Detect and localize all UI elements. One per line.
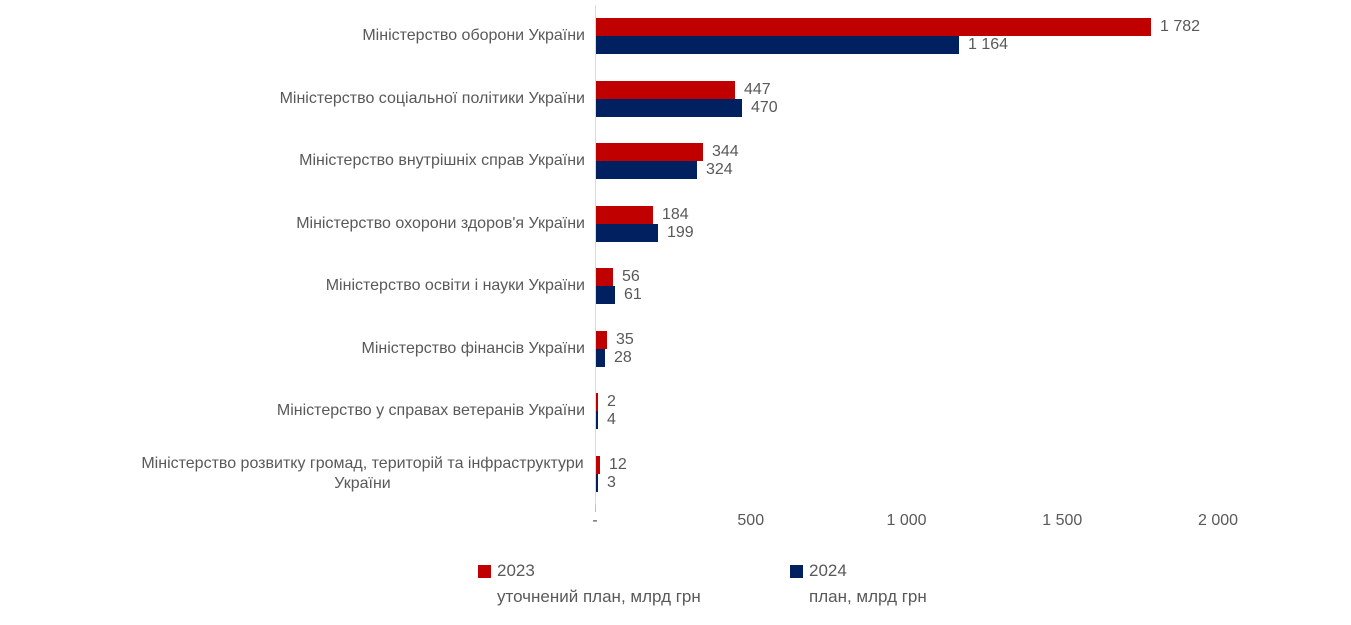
bar-2023 (596, 455, 600, 474)
bar-value-label: 35 (616, 330, 634, 348)
category-label: Міністерство освіти і науки України (325, 277, 585, 295)
chart-row: Міністерство оборони України 1 782 1 164 (0, 5, 1351, 68)
bar-group: 447 470 (596, 80, 778, 117)
chart-row: Міністерство освіти і науки України 56 61 (0, 255, 1351, 318)
bar-value-label: 1 782 (1160, 18, 1201, 36)
bar-2024 (596, 348, 605, 367)
bar-line-2023: 2 (596, 393, 616, 412)
bar-group: 1 782 1 164 (596, 18, 1201, 55)
chart-row: Міністерство розвитку громад, територій … (0, 443, 1351, 506)
bar-2024 (596, 473, 598, 492)
bar-line-2024: 470 (596, 98, 778, 117)
chart-row: Міністерство охорони здоров'я України 184… (0, 193, 1351, 256)
x-tick-label: - (592, 512, 598, 529)
bar-group: 35 28 (596, 330, 634, 367)
bar-2023 (596, 205, 653, 224)
bar-value-label: 3 (607, 473, 616, 491)
legend-line1: 2023 (478, 558, 701, 584)
bar-line-2024: 1 164 (596, 36, 1200, 55)
bar-line-2023: 344 (596, 143, 739, 162)
bar-line-2023: 56 (596, 268, 642, 287)
bar-line-2023: 1 782 (596, 18, 1201, 37)
legend-series-name: 2024 (809, 561, 847, 580)
category-label: Міністерство соціальної політики України (279, 89, 585, 107)
bar-value-label: 199 (667, 223, 694, 241)
bar-line-2024: 199 (596, 223, 694, 242)
category-axis-line (595, 5, 596, 506)
bar-line-2024: 3 (596, 473, 627, 492)
legend-swatch-2024 (790, 564, 803, 578)
bar-value-label: 2 (607, 393, 616, 411)
category-label: Міністерство оборони України (362, 27, 585, 45)
chart-row: Міністерство соціальної політики України… (0, 68, 1351, 131)
bar-value-label: 324 (706, 161, 733, 179)
bar-line-2023: 184 (596, 205, 694, 224)
category-label: Міністерство охорони здоров'я України (296, 214, 585, 232)
x-tick-label: 1 500 (1042, 512, 1083, 529)
legend-item-2024: 2024 план, млрд грн (790, 558, 927, 610)
bar-2023 (596, 80, 735, 99)
bar-value-label: 28 (614, 348, 632, 366)
bar-line-2024: 324 (596, 161, 739, 180)
bar-line-2023: 35 (596, 330, 634, 349)
bar-2024 (596, 161, 697, 180)
bar-value-label: 1 164 (968, 36, 1009, 54)
bar-line-2023: 447 (596, 80, 778, 99)
legend-item-2023: 2023 уточнений план, млрд грн (478, 558, 701, 610)
bar-2024 (596, 223, 658, 242)
legend-series-subtitle: план, млрд грн (809, 587, 927, 606)
bar-value-label: 447 (744, 80, 771, 98)
bar-2023 (596, 330, 607, 349)
x-tick-label: 2 000 (1197, 512, 1239, 529)
legend-series-name: 2023 (497, 561, 535, 580)
bar-value-label: 12 (609, 455, 627, 473)
bar-value-label: 61 (624, 286, 642, 304)
legend-swatch-2023 (478, 564, 491, 578)
category-label: Міністерство у справах ветеранів України (276, 402, 585, 420)
x-tick-label: 1 000 (886, 512, 927, 529)
category-label: Міністерство внутрішніх справ України (299, 152, 585, 170)
bar-2024 (596, 411, 598, 430)
bar-line-2024: 61 (596, 286, 642, 305)
chart-row: Міністерство фінансів України 35 28 (0, 318, 1351, 381)
bar-group: 12 3 (596, 455, 627, 492)
bar-2023 (596, 18, 1151, 37)
bar-line-2024: 4 (596, 411, 616, 430)
bar-2024 (596, 98, 742, 117)
bar-2023 (596, 143, 703, 162)
bar-2024 (596, 286, 615, 305)
bar-value-label: 344 (712, 143, 739, 161)
bar-line-2023: 12 (596, 455, 627, 474)
bar-2023 (596, 268, 613, 287)
bar-2024 (596, 36, 959, 55)
bar-value-label: 470 (751, 98, 778, 116)
bar-value-label: 4 (607, 411, 616, 429)
x-tick-label: 500 (737, 512, 765, 529)
bar-value-label: 184 (662, 205, 689, 223)
axis-tick-mark (595, 505, 596, 512)
chart-row: Міністерство у справах ветеранів України… (0, 380, 1351, 443)
legend-line1: 2024 (790, 558, 927, 584)
bar-group: 184 199 (596, 205, 694, 242)
bar-value-label: 56 (622, 268, 640, 286)
bar-2023 (596, 393, 598, 412)
category-label: Міністерство фінансів України (361, 339, 585, 357)
bar-line-2024: 28 (596, 348, 634, 367)
bar-group: 344 324 (596, 143, 739, 180)
chart-row: Міністерство внутрішніх справ України 344… (0, 130, 1351, 193)
category-label: Міністерство розвитку громад, територій … (141, 454, 584, 492)
legend-series-subtitle: уточнений план, млрд грн (497, 587, 701, 606)
bar-group: 56 61 (596, 268, 642, 305)
